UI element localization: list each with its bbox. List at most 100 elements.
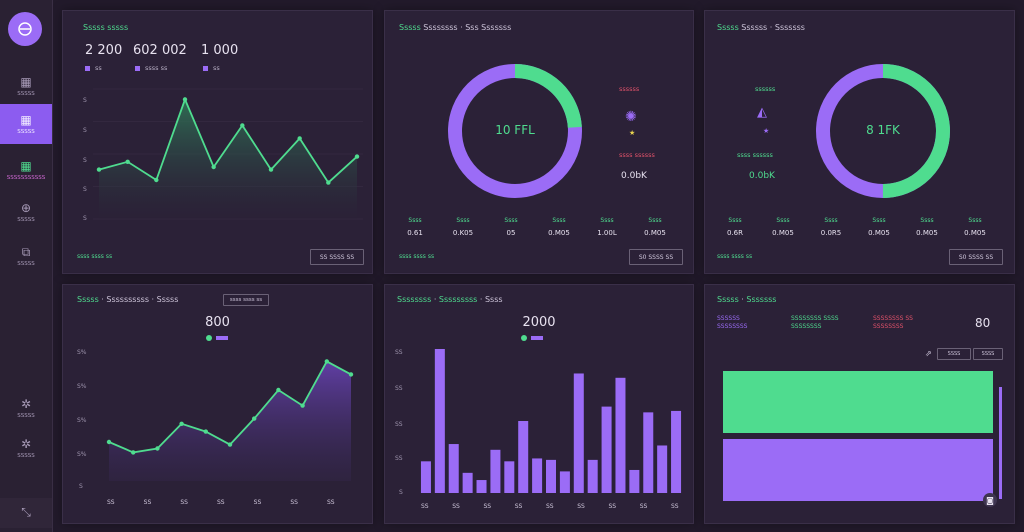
bar [587, 459, 598, 493]
stat-item: Ssss 0.M05 [644, 217, 666, 237]
panel-title: Sssss sssss [83, 23, 129, 32]
sidebar-item-label: SSSSS [17, 452, 35, 459]
stat-item: Ssss 0.M05 [548, 217, 570, 237]
sidebar-item-3[interactable]: ▦ SSSSSSSSSSS [0, 150, 52, 190]
data-point [125, 159, 130, 164]
stat-value-2: 602 002 [133, 43, 187, 58]
info-col-a: SSSSSS SSSSSSSS [717, 315, 748, 330]
bar [671, 410, 682, 493]
spinner-icon: ✺ [625, 109, 637, 125]
data-point [131, 450, 136, 455]
panel-footer: ssss ssss ss [399, 253, 435, 260]
x-tick: SS [180, 499, 188, 506]
y-tick: S% [77, 349, 87, 356]
legend-item: ssss [521, 334, 548, 342]
export-button[interactable]: SSSS [973, 348, 1003, 360]
bar [559, 471, 570, 493]
x-tick: SS [452, 503, 460, 510]
stat-item: Ssss 0.K05 [452, 217, 474, 237]
link-icon[interactable]: ⇗ [925, 349, 932, 358]
y-tick: SS [395, 455, 403, 462]
series-line [98, 96, 358, 184]
bar [490, 449, 501, 493]
bar [420, 461, 431, 493]
stat-row: Ssss 0.6R Ssss 0.M05 Ssss 0.0R5 Ssss 0.M05 S… [715, 217, 1005, 247]
sidebar-item-help[interactable]: ✲ SSSSS [0, 428, 52, 468]
legend-item-1: ss [85, 64, 102, 72]
legend-item: ssss [206, 334, 233, 342]
legend-label-top: ssssss [619, 85, 640, 93]
legend-label-bottom: ssss ssssss [619, 151, 655, 159]
bar [657, 445, 668, 493]
app-logo[interactable] [8, 12, 42, 46]
panel-title: Sssss Ssssssss · Sss Sssssss [399, 23, 512, 32]
donut-center-value: 10 FFL [495, 123, 535, 137]
donut-slice-green [448, 64, 582, 198]
sidebar-item-1[interactable]: ▦ SSSSS [0, 66, 52, 106]
y-tick: S [83, 186, 87, 193]
area-chart-purple [106, 359, 354, 481]
x-tick: SS [217, 499, 225, 506]
x-tick: SS [421, 503, 429, 510]
donut-chart [816, 64, 950, 198]
sidebar-item-label: SSSSS [17, 90, 35, 97]
data-point [297, 136, 302, 141]
y-tick: SS [395, 385, 403, 392]
side-value: 0.0bK [749, 171, 775, 181]
data-point [227, 442, 233, 447]
headline-value: 80 [975, 316, 991, 330]
chat-icon[interactable]: ◙ [983, 493, 997, 507]
y-tick: S [83, 157, 87, 164]
stat-item: Ssss 0.M05 [964, 217, 986, 237]
data-point [211, 164, 216, 170]
range-button[interactable]: S0 SSSS SS [949, 249, 1003, 265]
progress-bars [723, 371, 1002, 501]
sidebar-item-label: SSSSS [17, 216, 35, 223]
y-tick: S% [77, 383, 87, 390]
data-point [324, 359, 329, 364]
sidebar-item-label: SSSSS [17, 260, 35, 267]
sidebar-item-4[interactable]: ⊕ SSSSS [0, 192, 52, 232]
sidebar-item-5[interactable]: ⧉ SSSSS [0, 236, 52, 276]
x-tick: SS [546, 503, 554, 510]
triangle-icon: ◭ [757, 105, 767, 120]
data-point [268, 167, 274, 172]
legend-label-bottom: ssss ssssss [737, 151, 773, 159]
stat-item: Ssss 0.M05 [868, 217, 890, 237]
sidebar-collapse[interactable]: ⤡ [0, 498, 52, 528]
bar [615, 377, 626, 493]
panel-footer: ssss ssss ss [77, 253, 113, 260]
sidebar: ▦ SSSSS ▦ SSSSS ▦ SSSSSSSSSSS ⊕ SSSSS ⧉ … [0, 0, 53, 532]
range-button[interactable]: SS SSSS SS [310, 249, 364, 265]
bar [434, 349, 445, 493]
data-point [179, 421, 184, 426]
stat-item: Ssss 0.M05 [772, 217, 794, 237]
info-col-b: SSSSSSSS SSSS SSSSSSSS [791, 315, 839, 330]
data-point [276, 387, 281, 393]
period-dropdown[interactable]: ssss ssss ss [223, 294, 269, 306]
filter-button[interactable]: SSSS [937, 348, 971, 360]
stat-item: Ssss 05 [504, 217, 518, 237]
stat-item: Ssss 0.6R [727, 217, 743, 237]
sidebar-item-settings[interactable]: ✲ SSSSS [0, 388, 52, 428]
stat-item: Ssss 0.61 [407, 217, 423, 237]
panel-title: Sssss · Ssssssssss · Sssss [77, 295, 179, 304]
y-tick: SS [395, 421, 403, 428]
stat-item: Ssss 0.0R5 [820, 217, 842, 237]
y-tick: S [83, 127, 87, 134]
bar [462, 472, 473, 493]
sidebar-item-label: SSSSS [17, 128, 35, 135]
panel-progress: Sssss · Sssssss SSSSSS SSSSSSSS SSSSSSSS … [704, 284, 1015, 524]
star-icon: ★ [763, 127, 770, 135]
panel-donut-2: Sssss Ssssss · Sssssss ssssss ◭ ★ ssss s… [704, 10, 1015, 274]
x-tick: SS [107, 499, 115, 506]
grid-icon: ▦ [20, 74, 32, 89]
area-chart-green [93, 88, 363, 220]
bar [573, 373, 584, 493]
range-button[interactable]: S0 SSSS SS [629, 249, 683, 265]
sidebar-item-2[interactable]: ▦ SSSSS [0, 104, 52, 144]
y-tick: S% [77, 417, 87, 424]
bar [532, 458, 543, 493]
donut-center-value: 8 1FK [866, 123, 900, 137]
x-tick: SS [253, 499, 262, 506]
